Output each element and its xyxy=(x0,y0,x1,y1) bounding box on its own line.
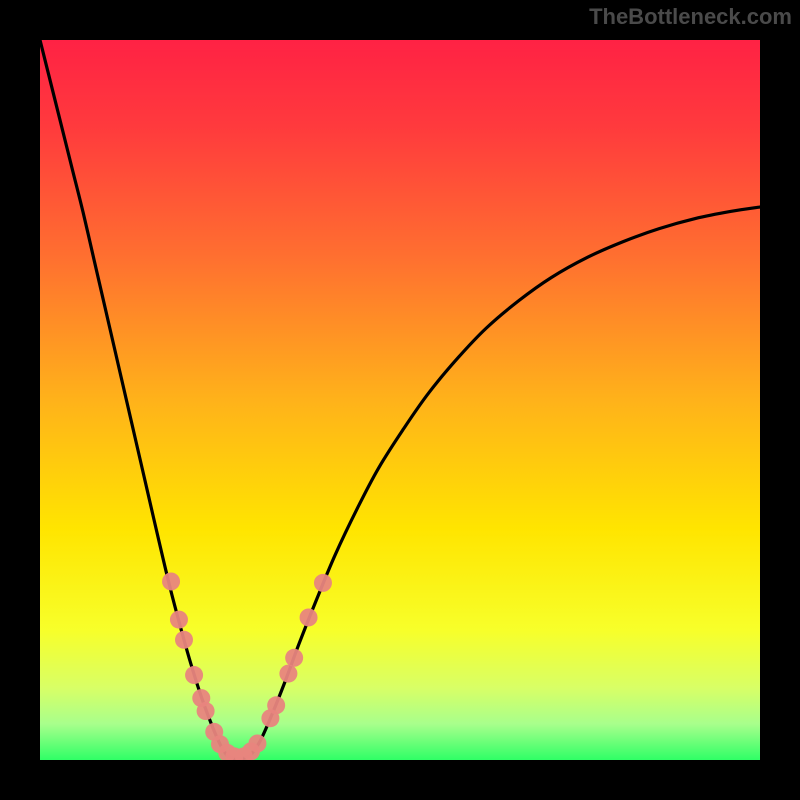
data-marker xyxy=(285,649,303,667)
chart-root: TheBottleneck.com xyxy=(0,0,800,800)
chart-canvas xyxy=(0,0,800,800)
data-marker xyxy=(162,572,180,590)
plot-background xyxy=(40,40,760,760)
data-marker xyxy=(185,666,203,684)
data-marker xyxy=(170,611,188,629)
data-marker xyxy=(279,665,297,683)
data-marker xyxy=(248,734,266,752)
data-marker xyxy=(197,702,215,720)
data-marker xyxy=(314,574,332,592)
data-marker xyxy=(267,696,285,714)
data-marker xyxy=(175,631,193,649)
data-marker xyxy=(300,608,318,626)
watermark-text: TheBottleneck.com xyxy=(589,4,792,30)
